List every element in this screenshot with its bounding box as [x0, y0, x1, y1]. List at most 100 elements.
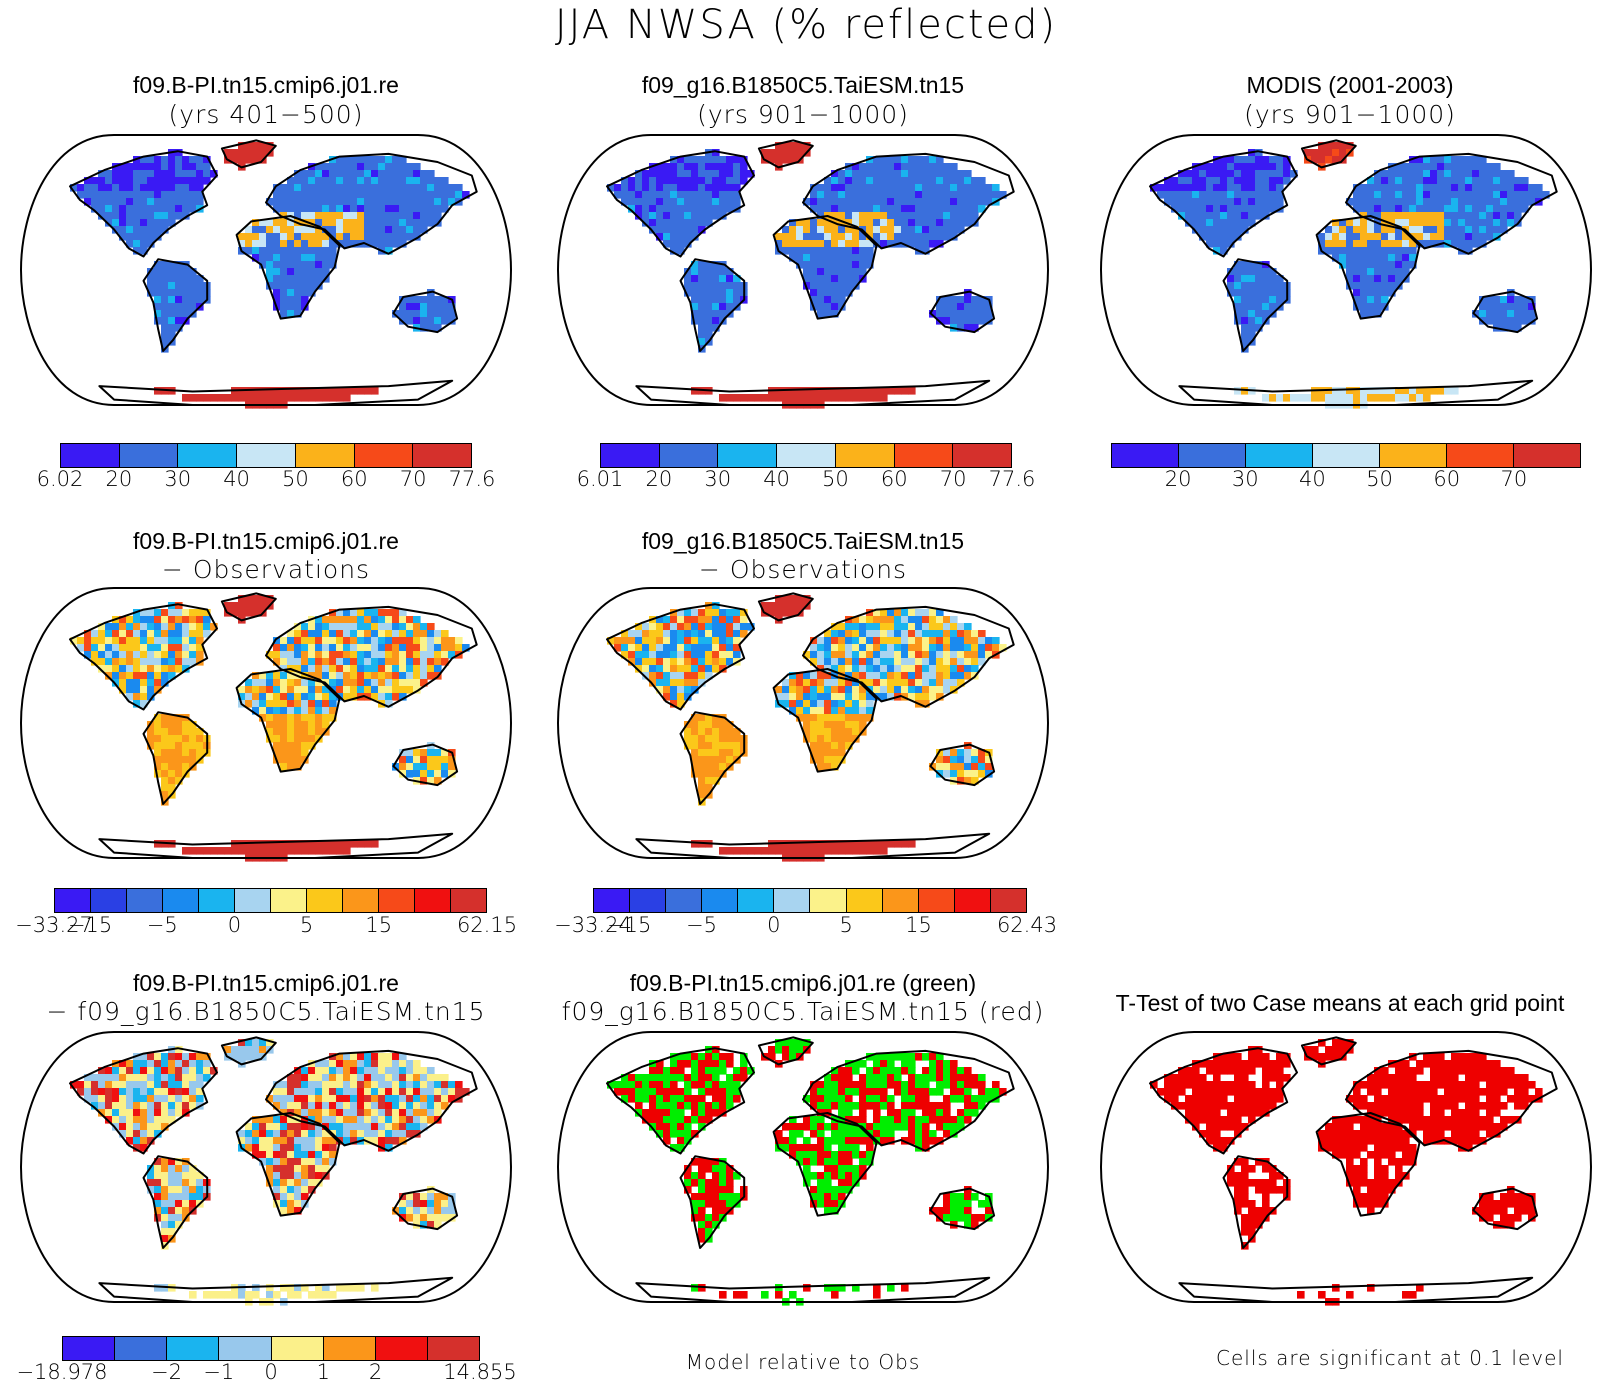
map-cell	[817, 742, 825, 750]
map-cell	[957, 763, 965, 771]
map-cell	[649, 1095, 657, 1103]
map-cell	[957, 205, 965, 213]
map-cell	[392, 637, 400, 645]
map-cell	[266, 686, 274, 694]
map-cell	[413, 637, 421, 645]
map-cell	[1199, 226, 1207, 234]
map-cell	[789, 394, 797, 402]
map-cell	[901, 686, 909, 694]
map-cell	[168, 721, 176, 729]
map-cell	[859, 1074, 867, 1082]
map-cell	[329, 1060, 337, 1068]
map-cell	[705, 721, 713, 729]
map-cell	[1500, 170, 1508, 178]
map-cell	[140, 658, 148, 666]
map-cell	[1227, 198, 1235, 206]
map-cell	[845, 847, 853, 855]
colorbar-swatch	[1514, 444, 1580, 467]
map-cell	[259, 142, 267, 150]
map-cell	[385, 1116, 393, 1124]
map-cell	[378, 637, 386, 645]
map-cell	[901, 212, 909, 220]
map-cell	[182, 644, 190, 652]
map-cell	[105, 658, 113, 666]
map-cell	[838, 212, 846, 220]
map-cell	[161, 777, 169, 785]
map-cell	[866, 644, 874, 652]
map-cell	[364, 1130, 372, 1138]
map-cell	[887, 1109, 895, 1117]
map-cell	[301, 289, 309, 297]
map-cell	[1493, 184, 1501, 192]
map-cell	[238, 142, 246, 150]
map-frame	[19, 587, 513, 859]
map-cell	[782, 394, 790, 402]
map-cell	[698, 623, 706, 631]
map-cell	[845, 637, 853, 645]
map-cell	[1269, 282, 1277, 290]
map-cell	[1437, 233, 1445, 241]
map-cell	[922, 623, 930, 631]
map-cell	[852, 644, 860, 652]
map-cell	[273, 1137, 281, 1145]
map-cell	[845, 840, 853, 848]
map-cell	[957, 170, 965, 178]
map-cell	[427, 777, 435, 785]
map-cell	[315, 219, 323, 227]
map-cell	[971, 630, 979, 638]
map-cell	[887, 616, 895, 624]
map-cell	[803, 240, 811, 248]
map-cell	[105, 637, 113, 645]
map-cell	[378, 212, 386, 220]
map-cell	[287, 205, 295, 213]
map-cell	[1360, 261, 1368, 269]
map-cell	[1493, 212, 1501, 220]
coastline-antarctica	[635, 379, 991, 406]
map-cell	[817, 282, 825, 290]
map-cell	[642, 1074, 650, 1082]
map-cell	[726, 268, 734, 276]
map-cell	[1255, 212, 1263, 220]
map-cell	[238, 602, 246, 610]
map-cell	[1409, 219, 1417, 227]
map-cell	[1227, 177, 1235, 185]
map-cell	[803, 728, 811, 736]
map-cell	[936, 233, 944, 241]
map-cell	[915, 672, 923, 680]
map-cell	[287, 630, 295, 638]
map-cell	[698, 770, 706, 778]
map-cell	[182, 630, 190, 638]
panel-subtitle-case1: (yrs 401−500)	[168, 100, 364, 129]
map-cell	[1164, 191, 1172, 199]
map-cell	[831, 1088, 839, 1096]
map-cell	[154, 728, 162, 736]
map-cell	[259, 1158, 267, 1166]
map-cell	[406, 658, 414, 666]
map-cell	[119, 1088, 127, 1096]
map-cell	[322, 1109, 330, 1117]
map-cell	[915, 184, 923, 192]
map-cell	[1220, 219, 1228, 227]
map-cell	[635, 205, 643, 213]
map-cell	[280, 254, 288, 262]
map-cell	[901, 1123, 909, 1131]
map-cell	[1248, 219, 1256, 227]
map-cell	[712, 1053, 720, 1061]
map-cell	[154, 275, 162, 283]
map-cell	[712, 602, 720, 610]
map-cell	[140, 1095, 148, 1103]
map-cell	[371, 686, 379, 694]
map-cell	[315, 1123, 323, 1131]
map-cell	[266, 679, 274, 687]
map-cell	[719, 763, 727, 771]
map-cell	[315, 247, 323, 255]
map-cell	[301, 240, 309, 248]
map-cell	[684, 665, 692, 673]
map-cell	[887, 693, 895, 701]
map-cell	[642, 219, 650, 227]
map-cell	[768, 1053, 776, 1061]
map-cell	[420, 1116, 428, 1124]
map-cell	[894, 616, 902, 624]
map-cell	[964, 763, 972, 771]
map-cell	[406, 749, 414, 757]
